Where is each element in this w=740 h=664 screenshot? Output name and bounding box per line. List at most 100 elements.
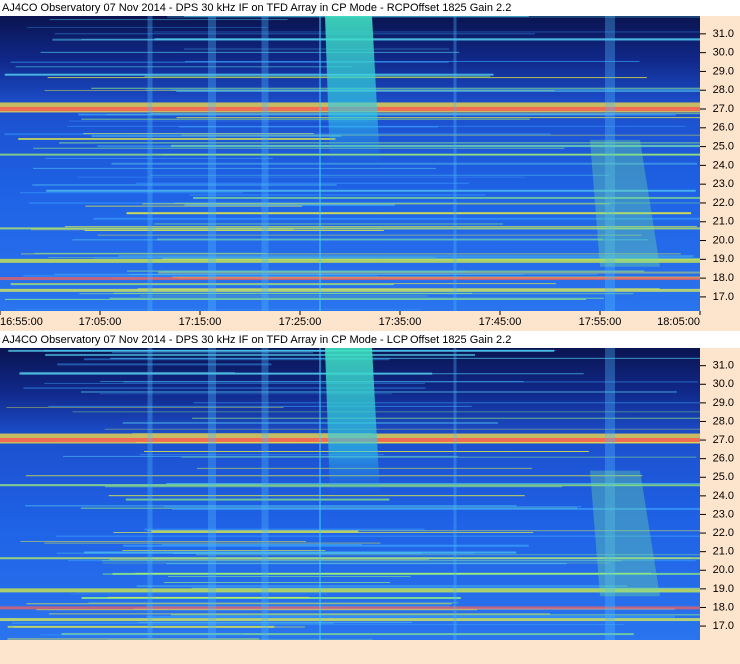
spectrogram-line [20, 192, 243, 194]
y-tick-label: 31.0 [713, 28, 734, 40]
y-tick-label: 19.0 [713, 253, 734, 265]
x-tick-label: 17:45:00 [479, 316, 522, 328]
y-tick-label: 18.0 [713, 272, 734, 284]
spectrogram-line [45, 157, 273, 159]
spectrogram-line [10, 284, 394, 286]
spectrogram-line [49, 19, 288, 21]
spectrogram-line [151, 530, 359, 533]
spectrogram-line [150, 174, 610, 176]
spectrogram-line [5, 298, 587, 300]
y-tick-label: 18.0 [713, 601, 734, 613]
spectrogram-line [72, 411, 708, 413]
spectrogram-line [123, 544, 529, 547]
spectrogram-line [26, 603, 452, 605]
y-tick-label: 27.0 [713, 103, 734, 115]
x-tick-label: 17:35:00 [379, 316, 422, 328]
spectrogram-line [68, 560, 696, 562]
y-tick-label: 26.0 [713, 453, 734, 465]
spectrogram-line [48, 256, 436, 258]
spectrogram-line [97, 234, 642, 236]
chart-title: AJ4CO Observatory 07 Nov 2014 - DPS 30 k… [2, 2, 410, 14]
spectrogram-line [153, 31, 705, 33]
spectrogram-line [144, 75, 491, 77]
spectrogram-line [58, 142, 728, 144]
spectrogram-line [109, 297, 604, 299]
spectrogram-line [4, 73, 494, 76]
y-tick-label: 17.0 [713, 620, 734, 632]
spectrogram-line [138, 621, 412, 623]
spectrogram-line [167, 16, 740, 18]
spectrogram-line [57, 363, 272, 366]
spectrogram-line [81, 597, 461, 600]
spectrogram-line [181, 456, 697, 458]
spectrogram-line [68, 120, 369, 122]
spectrogram-line [84, 229, 384, 231]
spectrogram-line [97, 145, 740, 148]
spectrogram-line [108, 495, 525, 497]
spectrogram-line [113, 531, 534, 533]
spectrogram-band [0, 557, 700, 560]
y-tick-label: 22.0 [713, 197, 734, 209]
spectrogram-line [72, 239, 648, 241]
spectrogram-line [107, 596, 310, 598]
spectrogram-line [15, 66, 352, 68]
spectrogram-drift [590, 470, 660, 597]
y-tick-label: 23.0 [713, 178, 734, 190]
spectrogram-line [36, 609, 477, 611]
chart-subtitle: Offset 1825 Gain 2.2 [410, 334, 511, 346]
y-tick-label: 17.0 [713, 291, 734, 303]
spectrogram-line [154, 223, 504, 225]
y-tick-label: 30.0 [713, 47, 734, 59]
spectrogram-line [136, 585, 628, 588]
spectrogram-line [61, 633, 634, 636]
spectrogram-line [40, 634, 246, 636]
x-axis-strip [0, 640, 740, 664]
y-tick-label: 26.0 [713, 122, 734, 134]
y-tick-label: 27.0 [713, 434, 734, 446]
spectrogram-line [4, 133, 551, 136]
spectrogram-line [110, 357, 740, 359]
spectrogram-line [146, 615, 675, 618]
spectrogram-line [147, 623, 625, 625]
y-tick-label: 24.0 [713, 490, 734, 502]
y-tick-label: 28.0 [713, 84, 734, 96]
spectrogram-line [70, 593, 328, 595]
y-tick-label: 19.0 [713, 583, 734, 595]
spectrogram-line [83, 133, 314, 135]
spectrogram-line [34, 252, 267, 254]
spectrogram-line [118, 255, 694, 257]
spectrogram-line [171, 89, 740, 91]
spectrogram-line [15, 309, 422, 311]
x-tick-label: 17:25:00 [279, 316, 322, 328]
spectrogram-drift [590, 139, 660, 267]
spectrogram-line [40, 51, 460, 53]
spectrogram-line [93, 256, 692, 259]
spectrogram-line [196, 554, 740, 556]
spectrogram-line [102, 562, 611, 564]
spectrogram-line [25, 505, 517, 507]
spectrogram-line [7, 625, 275, 628]
spectrogram-line [28, 202, 458, 204]
spectrogram-line [44, 382, 425, 384]
spectrogram-line [168, 576, 411, 578]
spectrogram-line [32, 184, 337, 186]
spectrogram-line [48, 405, 472, 407]
spectrogram-line [170, 144, 740, 147]
spectrogram-line [19, 372, 433, 375]
spectrogram-streak [261, 16, 269, 311]
spectrogram-line [19, 371, 236, 373]
spectrogram-line [122, 422, 498, 424]
spectrogram-line [113, 292, 472, 294]
spectrogram-line [10, 283, 556, 285]
spectrogram-line [81, 118, 530, 120]
spectrogram-streak [147, 348, 153, 640]
spectrogram-line [45, 353, 476, 356]
y-tick-label: 21.0 [713, 216, 734, 228]
spectrogram-line [123, 381, 699, 383]
x-tick-label: 18:05:00 [657, 316, 700, 328]
y-tick-label: 21.0 [713, 546, 734, 558]
spectrogram-line [181, 134, 740, 136]
title-bar [0, 0, 740, 16]
spectrogram-line [33, 147, 565, 149]
